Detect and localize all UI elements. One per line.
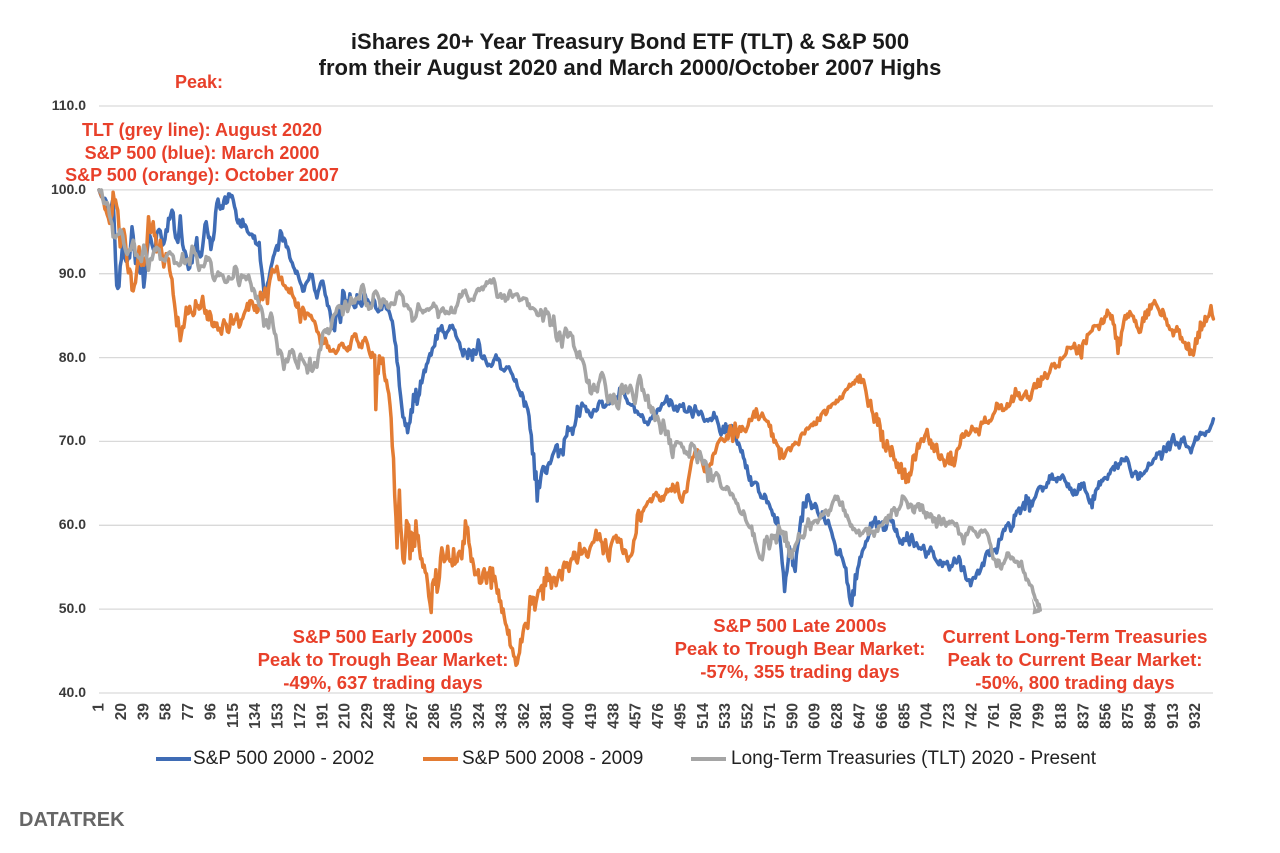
svg-text:628: 628: [829, 703, 846, 729]
svg-text:552: 552: [740, 703, 757, 729]
svg-text:267: 267: [404, 703, 421, 729]
svg-text:1: 1: [91, 703, 108, 712]
svg-text:438: 438: [605, 703, 622, 729]
svg-text:723: 723: [941, 703, 958, 729]
svg-text:476: 476: [650, 703, 667, 729]
svg-text:742: 742: [963, 703, 980, 729]
svg-text:400: 400: [561, 703, 578, 729]
svg-text:153: 153: [270, 703, 287, 729]
svg-text:704: 704: [919, 703, 936, 729]
svg-text:210: 210: [337, 703, 354, 729]
svg-text:780: 780: [1008, 703, 1025, 729]
svg-text:894: 894: [1143, 703, 1160, 729]
svg-text:837: 837: [1075, 703, 1092, 729]
svg-text:666: 666: [874, 703, 891, 729]
svg-text:761: 761: [986, 703, 1003, 729]
svg-text:362: 362: [516, 703, 533, 729]
svg-text:590: 590: [784, 703, 801, 729]
svg-text:134: 134: [247, 703, 264, 729]
svg-text:609: 609: [807, 703, 824, 729]
svg-text:343: 343: [493, 703, 510, 729]
svg-text:419: 419: [583, 703, 600, 729]
svg-text:856: 856: [1098, 703, 1115, 729]
svg-text:115: 115: [225, 703, 242, 728]
svg-text:514: 514: [695, 703, 712, 729]
svg-text:229: 229: [359, 703, 376, 729]
svg-text:191: 191: [314, 703, 331, 729]
svg-text:799: 799: [1031, 703, 1048, 729]
svg-text:495: 495: [672, 703, 689, 729]
svg-text:96: 96: [202, 703, 219, 721]
svg-text:324: 324: [471, 703, 488, 729]
svg-text:457: 457: [628, 703, 645, 729]
svg-text:58: 58: [158, 703, 175, 721]
svg-text:913: 913: [1165, 703, 1182, 729]
svg-text:381: 381: [538, 703, 555, 729]
svg-text:932: 932: [1187, 703, 1204, 729]
svg-text:20: 20: [113, 703, 130, 720]
svg-text:571: 571: [762, 703, 779, 729]
svg-text:172: 172: [292, 703, 309, 729]
svg-text:875: 875: [1120, 703, 1137, 729]
svg-text:286: 286: [426, 703, 443, 729]
svg-text:818: 818: [1053, 703, 1070, 729]
svg-text:39: 39: [135, 703, 152, 721]
svg-text:305: 305: [449, 703, 466, 729]
svg-text:248: 248: [382, 703, 399, 729]
svg-text:77: 77: [180, 703, 197, 720]
svg-text:685: 685: [896, 703, 913, 729]
svg-text:533: 533: [717, 703, 734, 729]
svg-text:647: 647: [852, 703, 869, 729]
